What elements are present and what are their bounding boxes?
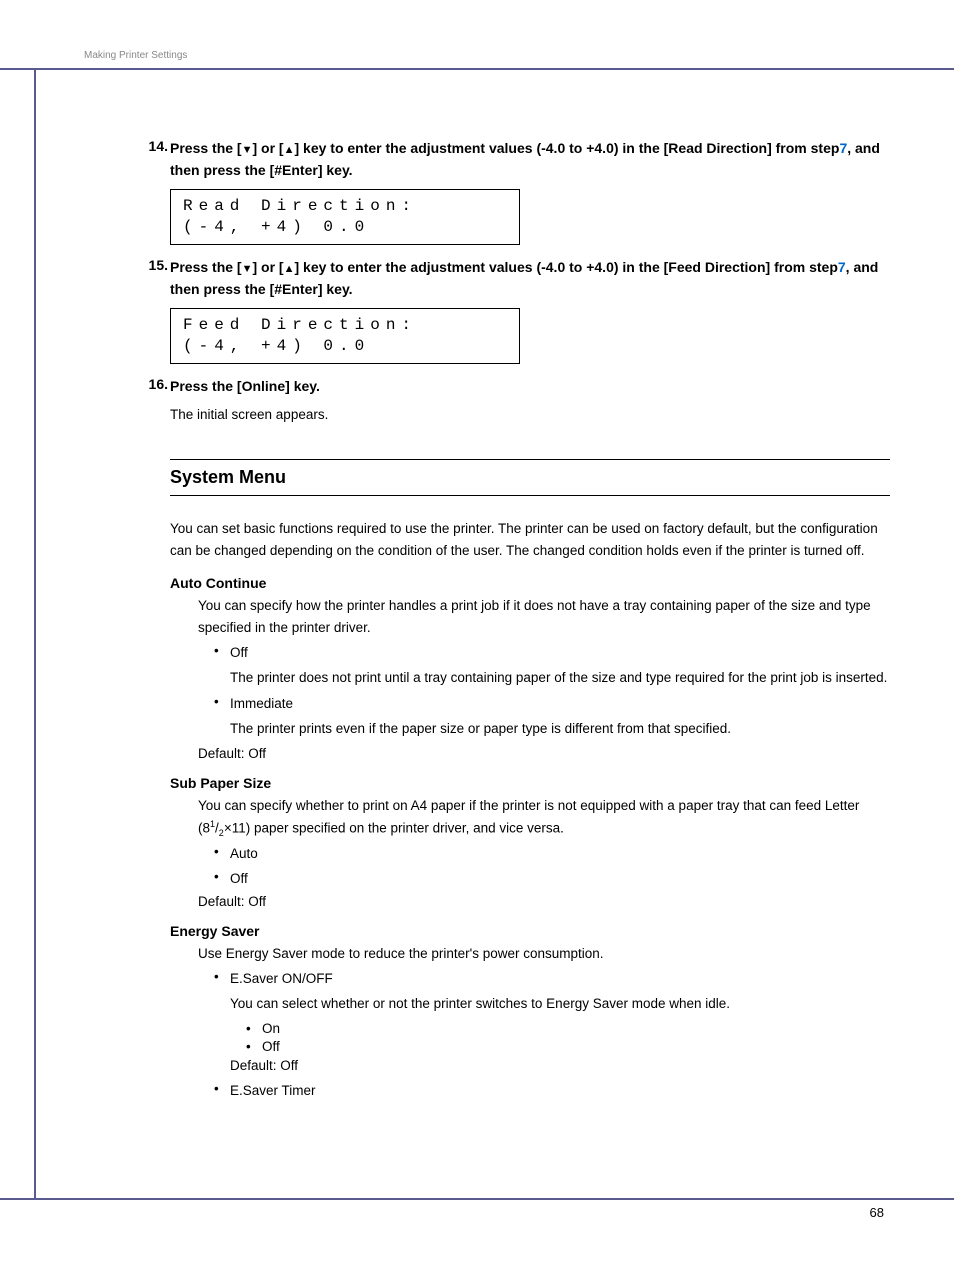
item-description: Use Energy Saver mode to reduce the prin… (198, 943, 890, 965)
bullet-icon: • (246, 1039, 262, 1054)
default-value: Default: Off (230, 1058, 890, 1073)
desc-fragment: ×11) paper specified on the printer driv… (224, 820, 564, 835)
bullet-icon: • (214, 844, 230, 859)
bullet-icon: • (214, 869, 230, 884)
item-title: Sub Paper Size (170, 775, 890, 791)
sub-bullet-item: • Off (246, 1039, 890, 1054)
bullet-item: • Off (214, 869, 890, 890)
step-15: 15. Press the [▼] or [▲] key to enter th… (170, 257, 890, 364)
header-rule (0, 68, 954, 70)
sub-bullet-item: • On (246, 1021, 890, 1036)
item-description: You can specify whether to print on A4 p… (198, 795, 890, 840)
step-fragment: ] or [ (252, 140, 283, 156)
step-fragment: Press the [ (170, 140, 242, 156)
step-number: 15. (136, 257, 168, 273)
step-link[interactable]: 7 (838, 259, 846, 275)
bullet-label: Auto (230, 844, 890, 865)
bullet-label: E.Saver ON/OFF (230, 969, 890, 990)
item-title: Energy Saver (170, 923, 890, 939)
item-description: You can specify how the printer handles … (198, 595, 890, 638)
step-number: 16. (136, 376, 168, 392)
step-text: Press the [▼] or [▲] key to enter the ad… (170, 138, 890, 181)
sub-bullet-label: On (262, 1021, 280, 1036)
bullet-icon: • (214, 1081, 230, 1096)
bullet-item: • Off (214, 643, 890, 664)
bullet-label: E.Saver Timer (230, 1081, 890, 1102)
step-fragment: ] or [ (252, 259, 283, 275)
setting-item-energy-saver: Energy Saver Use Energy Saver mode to re… (170, 923, 890, 1101)
bullet-icon: • (214, 969, 230, 984)
down-arrow-icon: ▼ (242, 263, 253, 275)
lcd-line-1: Feed Direction: (183, 315, 507, 336)
footer-rule (0, 1198, 954, 1200)
bullet-label: Immediate (230, 694, 890, 715)
sub-bullet-label: Off (262, 1039, 280, 1054)
step-number: 14. (136, 138, 168, 154)
lcd-line-1: Read Direction: (183, 196, 507, 217)
up-arrow-icon: ▲ (284, 263, 295, 275)
down-arrow-icon: ▼ (242, 144, 253, 156)
page-container: Making Printer Settings 14. Press the [▼… (0, 0, 954, 1270)
setting-item-auto-continue: Auto Continue You can specify how the pr… (170, 575, 890, 761)
step-16: 16. Press the [Online] key. The initial … (170, 376, 890, 425)
step-fragment: Press the [ (170, 259, 242, 275)
bullet-description: You can select whether or not the printe… (230, 994, 890, 1015)
bullet-item: • E.Saver ON/OFF (214, 969, 890, 990)
lcd-display: Feed Direction: (-4, +4) 0.0 (170, 308, 520, 364)
section-intro: You can set basic functions required to … (170, 518, 890, 561)
section-heading: System Menu (170, 459, 890, 496)
lcd-line-2: (-4, +4) 0.0 (183, 217, 507, 238)
bullet-item: • Immediate (214, 694, 890, 715)
lcd-display: Read Direction: (-4, +4) 0.0 (170, 189, 520, 245)
bullet-icon: • (246, 1021, 262, 1036)
bullet-item: • Auto (214, 844, 890, 865)
item-title: Auto Continue (170, 575, 890, 591)
default-value: Default: Off (198, 894, 890, 909)
bullet-label: Off (230, 643, 890, 664)
bullet-icon: • (214, 643, 230, 658)
step-14: 14. Press the [▼] or [▲] key to enter th… (170, 138, 890, 245)
bullet-label: Off (230, 869, 890, 890)
step-subtext: The initial screen appears. (170, 404, 890, 426)
page-number: 68 (870, 1205, 884, 1220)
bullet-description: The printer prints even if the paper siz… (230, 719, 890, 740)
running-header: Making Printer Settings (84, 50, 187, 61)
setting-item-sub-paper-size: Sub Paper Size You can specify whether t… (170, 775, 890, 909)
step-fragment: ] key to enter the adjustment values (-4… (294, 259, 837, 275)
content-area: 14. Press the [▼] or [▲] key to enter th… (170, 138, 890, 1116)
step-text: Press the [Online] key. (170, 376, 890, 398)
bullet-icon: • (214, 694, 230, 709)
bullet-description: The printer does not print until a tray … (230, 668, 890, 689)
bullet-item: • E.Saver Timer (214, 1081, 890, 1102)
step-fragment: ] key to enter the adjustment values (-4… (294, 140, 839, 156)
default-value: Default: Off (198, 746, 890, 761)
up-arrow-icon: ▲ (284, 144, 295, 156)
left-rule (34, 68, 36, 1200)
lcd-line-2: (-4, +4) 0.0 (183, 336, 507, 357)
step-text: Press the [▼] or [▲] key to enter the ad… (170, 257, 890, 300)
